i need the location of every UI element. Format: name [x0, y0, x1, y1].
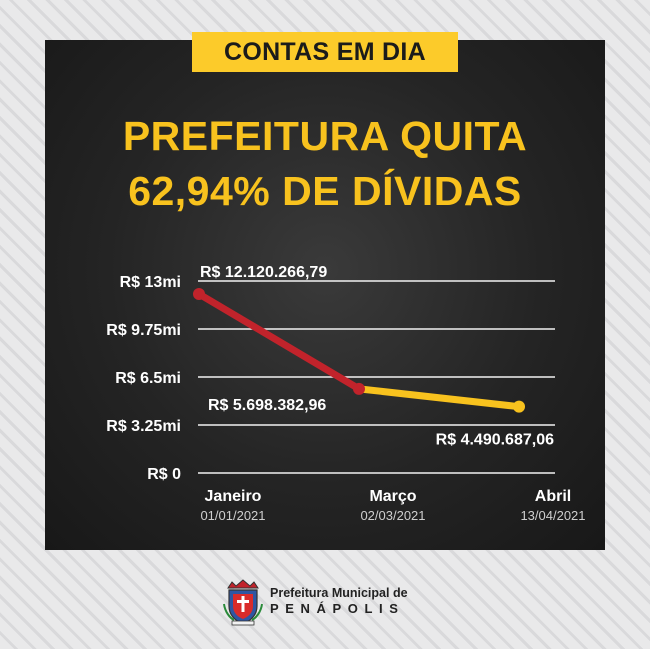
x-tick-date: 01/01/2021: [200, 508, 265, 523]
headline-line-1: PREFEITURA QUITA: [122, 113, 528, 159]
data-label: R$ 12.120.266,79: [200, 264, 327, 281]
y-tick-label: R$ 6.5mi: [115, 370, 181, 387]
data-label: R$ 5.698.382,96: [208, 397, 326, 414]
series-segment: [195, 290, 363, 393]
series-segment: [355, 385, 523, 411]
x-tick-label: Janeiro: [205, 488, 262, 505]
x-tick-date: 13/04/2021: [520, 508, 585, 523]
y-tick-label: R$ 13mi: [120, 274, 181, 291]
data-label: R$ 4.490.687,06: [436, 432, 554, 449]
footer-line-1: Prefeitura Municipal de: [270, 586, 408, 600]
campaign-tag: CONTAS EM DIA: [192, 32, 458, 72]
headline-line-2: 62,94% DE DÍVIDAS: [128, 168, 522, 214]
chart-panel: [45, 40, 605, 550]
y-tick-label: R$ 0: [147, 466, 181, 483]
x-tick-label: Março: [369, 488, 416, 505]
x-tick-date: 02/03/2021: [360, 508, 425, 523]
x-tick-label: Abril: [535, 488, 571, 505]
y-tick-label: R$ 9.75mi: [106, 322, 181, 339]
footer-city-name: PENÁPOLIS: [270, 601, 405, 616]
data-point: [513, 400, 525, 413]
city-crest-icon: [223, 579, 263, 626]
footer-logo: Prefeitura Municipal de PENÁPOLIS: [222, 578, 442, 628]
data-point: [353, 382, 365, 395]
y-tick-label: R$ 3.25mi: [106, 418, 181, 435]
data-point: [193, 287, 205, 300]
